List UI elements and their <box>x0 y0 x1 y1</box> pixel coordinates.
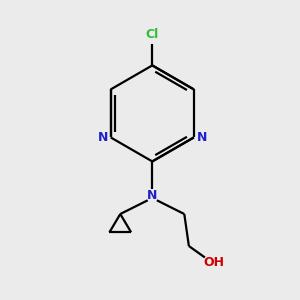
Text: OH: OH <box>203 256 224 268</box>
Text: N: N <box>147 189 158 202</box>
Text: N: N <box>197 131 207 144</box>
Text: N: N <box>98 131 108 144</box>
Text: Cl: Cl <box>146 28 159 41</box>
